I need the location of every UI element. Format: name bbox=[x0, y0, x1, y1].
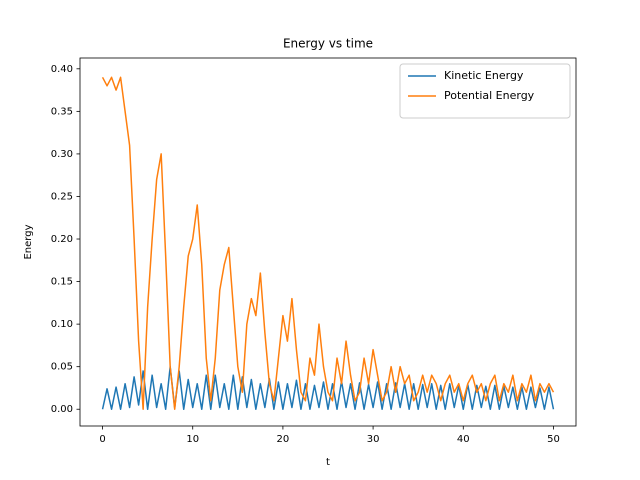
legend-label: Kinetic Energy bbox=[444, 69, 524, 82]
y-tick-label: 0.00 bbox=[51, 404, 73, 415]
y-tick-label: 0.15 bbox=[51, 277, 73, 288]
y-tick-label: 0.35 bbox=[51, 106, 73, 117]
y-tick-label: 0.25 bbox=[51, 191, 73, 202]
y-tick-label: 0.10 bbox=[51, 319, 73, 330]
legend-box bbox=[399, 63, 571, 119]
y-tick-label: 0.05 bbox=[51, 362, 73, 373]
x-axis-label: t bbox=[326, 457, 330, 468]
x-tick-label: 40 bbox=[457, 434, 470, 445]
x-tick-label: 20 bbox=[277, 434, 290, 445]
y-axis-label: Energy bbox=[23, 224, 34, 259]
y-tick-label: 0.20 bbox=[51, 234, 73, 245]
legend-label: Potential Energy bbox=[444, 89, 535, 102]
x-tick-label: 0 bbox=[99, 434, 105, 445]
series-line bbox=[101, 76, 555, 410]
x-tick-label: 10 bbox=[186, 434, 199, 445]
y-tick-label: 0.40 bbox=[51, 64, 73, 75]
y-tick-label: 0.30 bbox=[51, 149, 73, 160]
plot-frame bbox=[79, 57, 577, 427]
x-tick-label: 30 bbox=[367, 434, 380, 445]
x-tick-label: 50 bbox=[547, 434, 560, 445]
chart-title: Energy vs time bbox=[283, 37, 373, 51]
